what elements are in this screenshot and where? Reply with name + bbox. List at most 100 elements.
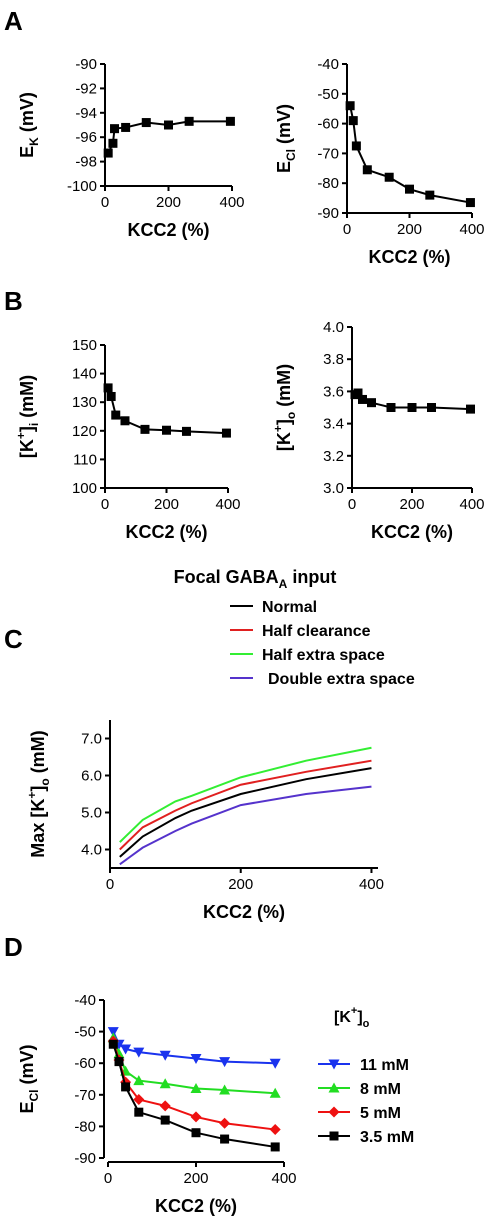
A1-point-4 — [141, 118, 151, 128]
C-series-0-line — [119, 767, 372, 858]
D-series-1-point-6 — [219, 1084, 231, 1095]
A2-point-1 — [348, 116, 358, 126]
D-series-0-point-0 — [107, 1027, 119, 1038]
B2-ytick-label-0: 3.0 — [323, 480, 344, 497]
A1-point-3 — [121, 122, 131, 132]
A2-ytick-label-3: -60 — [317, 116, 339, 133]
B1-ytick-label-4: 140 — [72, 366, 97, 383]
chart-a-ek: -100 -98 -96 -94 -92 -90 0 200 400 KCC2 (%) EK (mV… — [17, 56, 245, 240]
D-series-3-point-3 — [134, 1107, 144, 1117]
A1-ytick-label-0: -100 — [67, 178, 97, 195]
B1-ytick-label-0: 100 — [72, 480, 97, 497]
B1-xtick-label-0: 0 — [101, 496, 109, 513]
D-series-2-point-5 — [190, 1111, 202, 1123]
D-series-0-point-4 — [159, 1050, 171, 1061]
B2-point-5 — [407, 403, 417, 412]
C-ytick-label-3: 7.0 — [81, 731, 102, 748]
chart-d-ecl-ko: -90 -80 -70 -60 -50 -40 0 200 400 KCC2 (%) ECl (mV… — [17, 992, 414, 1216]
C-series-3-line — [119, 785, 372, 866]
A1-y-label: EK (mV) — [17, 92, 41, 158]
D-series-2-point-6 — [219, 1117, 231, 1129]
A2-x-label: KCC2 (%) — [368, 247, 450, 267]
D-series-2-point-3 — [133, 1094, 145, 1106]
A2-point-5 — [405, 184, 414, 194]
A1-xtick-label-1: 200 — [156, 194, 181, 211]
D-ytick-label-4: -50 — [74, 1024, 96, 1041]
B2-point-3 — [367, 398, 376, 408]
A1-xtick-label-0: 0 — [101, 194, 109, 211]
D-y-label: ECl (mV) — [17, 1044, 41, 1113]
B2-xtick-label-1: 200 — [399, 496, 424, 513]
D-ytick-label-1: -80 — [74, 1118, 96, 1135]
B1-point-2 — [111, 410, 121, 420]
A1-ytick-label-2: -96 — [75, 129, 97, 146]
B2-point-1 — [353, 388, 363, 398]
B2-ytick-label-5: 4.0 — [323, 319, 344, 336]
C-title: Focal GABAA input — [174, 567, 337, 591]
D-series-1-point-4 — [159, 1078, 171, 1089]
D-legend-marker-2 — [328, 1106, 340, 1118]
D-series-3-point-1 — [114, 1057, 124, 1067]
B2-point-2 — [358, 394, 367, 404]
D-xtick-label-0: 0 — [104, 1170, 112, 1187]
B1-point-3 — [120, 416, 130, 426]
C-ytick-label-1: 5.0 — [81, 805, 102, 822]
C-ytick-label-2: 6.0 — [81, 768, 102, 785]
C-xtick-label-1: 200 — [228, 876, 253, 893]
B2-ytick-label-2: 3.4 — [323, 416, 344, 433]
D-series-0-point-5 — [190, 1053, 202, 1064]
D-ytick-label-2: -70 — [74, 1087, 96, 1104]
A2-ytick-label-1: -80 — [317, 175, 339, 192]
B1-x-label: KCC2 (%) — [125, 522, 207, 542]
D-series-3-point-2 — [121, 1082, 131, 1092]
A1-xtick-label-2: 400 — [219, 194, 244, 211]
D-series-2-point-7 — [269, 1124, 281, 1136]
B1-point-5 — [162, 425, 171, 435]
D-legend-title: [K+]o — [334, 1005, 370, 1030]
panel-label-a: A — [4, 6, 23, 36]
A2-y-label: ECl (mV) — [274, 104, 298, 173]
panel-label-c: C — [4, 624, 23, 654]
A2-point-0 — [345, 101, 355, 111]
D-legend-label-0: 11 mM — [360, 1057, 409, 1074]
D-legend-marker-1 — [328, 1082, 340, 1093]
B1-point-0 — [103, 383, 113, 393]
D-legend-label-1: 8 mM — [360, 1081, 401, 1098]
B1-y-label: [K+]i (mM) — [14, 375, 41, 458]
D-ytick-label-3: -60 — [74, 1055, 96, 1072]
D-legend-label-3: 3.5 mM — [360, 1129, 414, 1146]
B1-ytick-label-3: 130 — [72, 394, 97, 411]
B1-point-4 — [140, 424, 150, 434]
A2-point-3 — [362, 165, 372, 175]
C-legend-label-1: Half clearance — [262, 623, 371, 640]
C-x-label: KCC2 (%) — [203, 902, 285, 922]
A1-point-2 — [110, 124, 120, 134]
D-legend-marker-0 — [328, 1059, 340, 1070]
B2-ytick-label-3: 3.6 — [323, 383, 344, 400]
A2-point-7 — [465, 198, 475, 208]
A2-ytick-label-2: -70 — [317, 145, 339, 162]
panel-label-b: B — [4, 286, 23, 316]
D-series-2-point-4 — [159, 1100, 171, 1112]
D-ytick-label-0: -90 — [74, 1150, 96, 1167]
D-series-3-point-4 — [160, 1115, 170, 1125]
A2-point-6 — [425, 190, 435, 200]
B2-point-4 — [386, 403, 396, 412]
D-series-0-point-2 — [120, 1044, 132, 1055]
D-series-3-point-6 — [220, 1134, 230, 1144]
panel-label-d: D — [4, 932, 23, 962]
C-legend-label-0: Normal — [262, 599, 317, 616]
chart-b-ki: 100 110 120 130 140 150 0 200 400 KCC2 (%) [K+]i (… — [14, 337, 241, 542]
C-y-label: Max [K+]o (mM) — [25, 730, 52, 857]
D-xtick-label-2: 400 — [271, 1170, 296, 1187]
D-series-0-point-6 — [219, 1057, 231, 1068]
B1-point-6 — [181, 426, 191, 436]
B2-xtick-label-2: 400 — [459, 496, 484, 513]
B1-point-7 — [221, 428, 231, 438]
B1-point-1 — [106, 391, 116, 401]
B2-y-label: [K+]o (mM) — [271, 364, 298, 451]
A2-ytick-label-5: -40 — [317, 56, 339, 73]
C-legend-label-3: Double extra space — [268, 671, 415, 688]
D-series-3-point-0 — [108, 1039, 118, 1049]
